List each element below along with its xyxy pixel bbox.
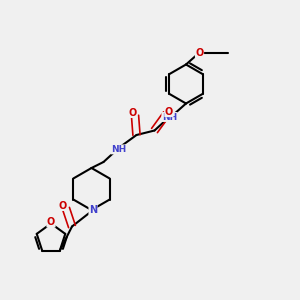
Text: O: O [47, 217, 55, 227]
Text: NH: NH [111, 145, 126, 154]
Text: O: O [128, 107, 137, 118]
Text: O: O [165, 106, 173, 117]
Text: O: O [58, 200, 67, 211]
Text: NH: NH [162, 112, 177, 122]
Text: O: O [195, 47, 204, 58]
Text: N: N [89, 205, 97, 215]
